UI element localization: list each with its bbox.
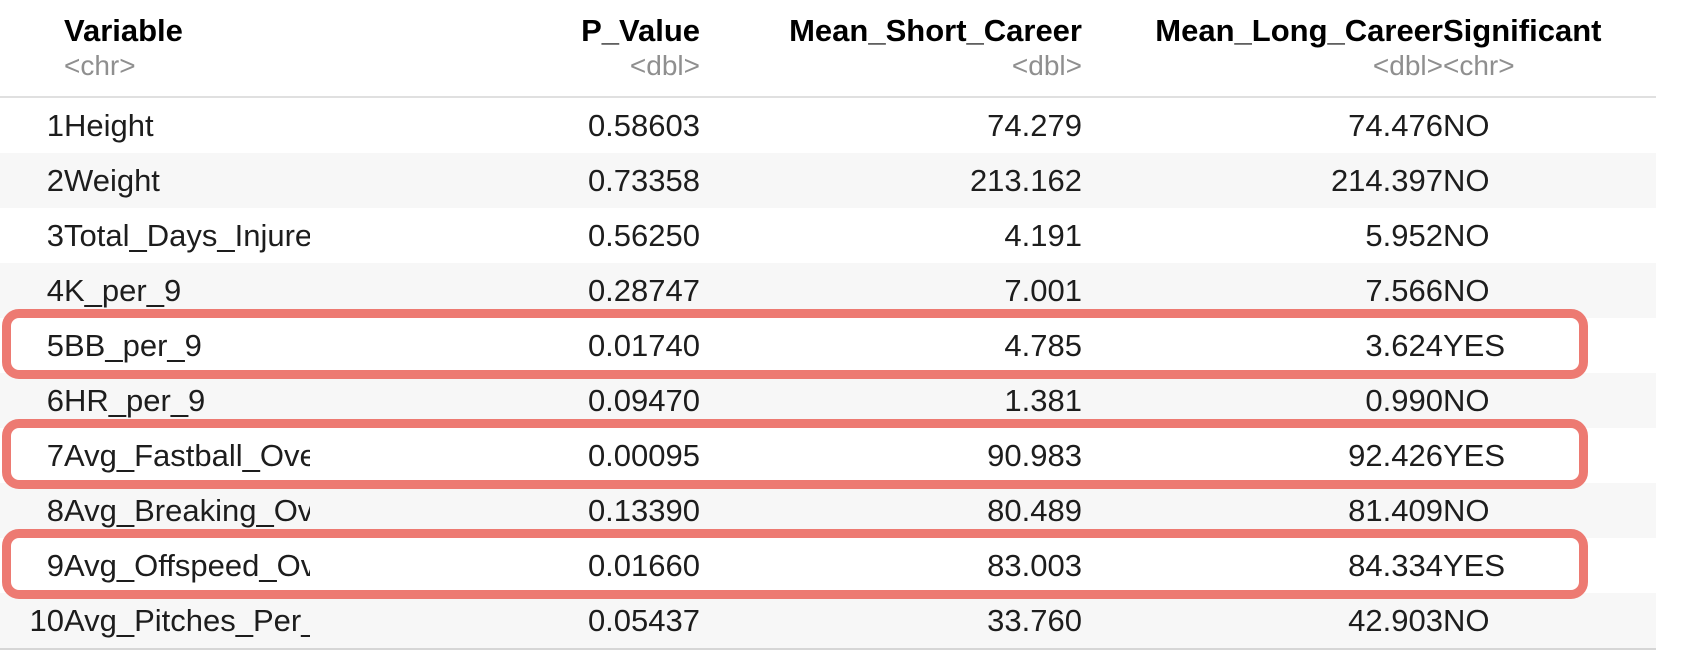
cell-mean-short-career: 4.191 bbox=[1004, 217, 1082, 253]
column-header-p-value: P_Value <dbl> bbox=[310, 0, 700, 98]
cell-variable: HR_per_9 bbox=[64, 382, 206, 418]
column-header-mean-long-career: Mean_Long_Career <dbl> bbox=[1082, 0, 1443, 98]
cell-mean-short-career: 90.983 bbox=[987, 437, 1082, 473]
row-number: 1 bbox=[46, 107, 64, 143]
cell-mean-long-career: 84.334 bbox=[1348, 547, 1443, 583]
row-number-column-header bbox=[0, 0, 64, 98]
results-table: Variable <chr> P_Value <dbl> Mean_Short_… bbox=[0, 0, 1656, 650]
cell-significant: YES bbox=[1443, 327, 1506, 363]
cell-mean-short-career: 7.001 bbox=[1004, 272, 1082, 308]
cell-mean-short-career: 1.381 bbox=[1004, 382, 1082, 418]
cell-variable: Avg_Fastball_Overall bbox=[64, 437, 310, 473]
cell-significant: NO bbox=[1443, 107, 1490, 143]
table-body: 1 Height 0.58603 74.279 74.476 NO 2 Weig… bbox=[0, 97, 1656, 650]
header-row: Variable <chr> P_Value <dbl> Mean_Short_… bbox=[0, 0, 1656, 98]
table-row: 4 K_per_9 0.28747 7.001 7.566 NO bbox=[0, 263, 1656, 318]
cell-mean-long-career: 7.566 bbox=[1365, 272, 1443, 308]
table-row: 3 Total_Days_Injured 0.56250 4.191 5.952… bbox=[0, 208, 1656, 263]
cell-mean-long-career: 5.952 bbox=[1365, 217, 1443, 253]
column-type: <chr> bbox=[64, 50, 136, 81]
column-header-variable: Variable <chr> bbox=[64, 0, 310, 98]
cell-mean-long-career: 74.476 bbox=[1348, 107, 1443, 143]
table-row-highlighted: 9 Avg_Offspeed_Overall 0.01660 83.003 84… bbox=[0, 538, 1656, 593]
cell-p-value: 0.00095 bbox=[587, 437, 700, 473]
cell-p-value: 0.01740 bbox=[587, 327, 700, 363]
column-label: Significant bbox=[1443, 13, 1602, 48]
cell-variable: K_per_9 bbox=[64, 272, 182, 308]
row-number: 10 bbox=[0, 593, 64, 650]
table-row: 8 Avg_Breaking_Overall 0.13390 80.489 81… bbox=[0, 483, 1656, 538]
column-type: <chr> bbox=[1443, 50, 1515, 81]
row-number: 4 bbox=[46, 272, 64, 308]
table-row: 6 HR_per_9 0.09470 1.381 0.990 NO bbox=[0, 373, 1656, 428]
cell-mean-short-career: 83.003 bbox=[987, 547, 1082, 583]
cell-variable: Avg_Pitches_Per_Game bbox=[64, 593, 310, 650]
cell-mean-short-career: 213.162 bbox=[969, 162, 1082, 198]
cell-mean-long-career: 42.903 bbox=[1082, 593, 1443, 650]
column-label: Mean_Long_Career bbox=[1155, 13, 1443, 48]
cell-mean-long-career: 0.990 bbox=[1365, 382, 1443, 418]
cell-p-value: 0.73358 bbox=[587, 162, 700, 198]
cell-p-value: 0.05437 bbox=[310, 593, 700, 650]
table-row: 10 Avg_Pitches_Per_Game 0.05437 33.760 4… bbox=[0, 593, 1656, 650]
cell-variable: Avg_Offspeed_Overall bbox=[64, 547, 310, 583]
cell-p-value: 0.28747 bbox=[587, 272, 700, 308]
column-type: <dbl> bbox=[1372, 50, 1443, 81]
cell-significant: NO bbox=[1443, 162, 1490, 198]
cell-mean-long-career: 214.397 bbox=[1330, 162, 1443, 198]
table-row-highlighted: 5 BB_per_9 0.01740 4.785 3.624 YES bbox=[0, 318, 1656, 373]
cell-mean-short-career: 80.489 bbox=[987, 492, 1082, 528]
cell-significant: NO bbox=[1443, 382, 1490, 418]
cell-variable: BB_per_9 bbox=[64, 327, 202, 363]
cell-p-value: 0.01660 bbox=[587, 547, 700, 583]
cell-variable: Height bbox=[64, 107, 154, 143]
cell-mean-long-career: 81.409 bbox=[1348, 492, 1443, 528]
row-number: 5 bbox=[46, 327, 64, 363]
row-number: 8 bbox=[46, 492, 64, 528]
cell-variable: Avg_Breaking_Overall bbox=[64, 492, 310, 528]
row-number: 2 bbox=[46, 162, 64, 198]
row-number: 7 bbox=[46, 437, 64, 473]
table-row-highlighted: 7 Avg_Fastball_Overall 0.00095 90.983 92… bbox=[0, 428, 1656, 483]
cell-p-value: 0.56250 bbox=[587, 217, 700, 253]
cell-p-value: 0.58603 bbox=[587, 107, 700, 143]
cell-variable: Total_Days_Injured bbox=[64, 217, 310, 253]
table-row: 1 Height 0.58603 74.279 74.476 NO bbox=[0, 97, 1656, 153]
column-type: <dbl> bbox=[629, 50, 700, 81]
cell-mean-long-career: 3.624 bbox=[1365, 327, 1443, 363]
cell-mean-short-career: 74.279 bbox=[987, 107, 1082, 143]
row-number: 6 bbox=[46, 382, 64, 418]
cell-mean-short-career: 4.785 bbox=[1004, 327, 1082, 363]
cell-significant: NO bbox=[1443, 593, 1656, 650]
column-label: Variable bbox=[64, 13, 183, 48]
row-number: 9 bbox=[46, 547, 64, 583]
cell-significant: NO bbox=[1443, 272, 1490, 308]
cell-significant: NO bbox=[1443, 217, 1490, 253]
cell-mean-long-career: 92.426 bbox=[1348, 437, 1443, 473]
table-header: Variable <chr> P_Value <dbl> Mean_Short_… bbox=[0, 0, 1656, 98]
column-header-mean-short-career: Mean_Short_Career <dbl> bbox=[700, 0, 1082, 98]
column-header-significant: Significant <chr> bbox=[1443, 0, 1656, 98]
cell-p-value: 0.13390 bbox=[587, 492, 700, 528]
cell-significant: YES bbox=[1443, 547, 1506, 583]
cell-mean-short-career: 33.760 bbox=[700, 593, 1082, 650]
column-label: Mean_Short_Career bbox=[789, 13, 1082, 48]
row-number: 3 bbox=[46, 217, 64, 253]
cell-significant: NO bbox=[1443, 492, 1490, 528]
cell-p-value: 0.09470 bbox=[587, 382, 700, 418]
column-label: P_Value bbox=[581, 13, 700, 48]
column-type: <dbl> bbox=[1011, 50, 1082, 81]
cell-significant: YES bbox=[1443, 437, 1506, 473]
cell-variable: Weight bbox=[64, 162, 160, 198]
table-row: 2 Weight 0.73358 213.162 214.397 NO bbox=[0, 153, 1656, 208]
